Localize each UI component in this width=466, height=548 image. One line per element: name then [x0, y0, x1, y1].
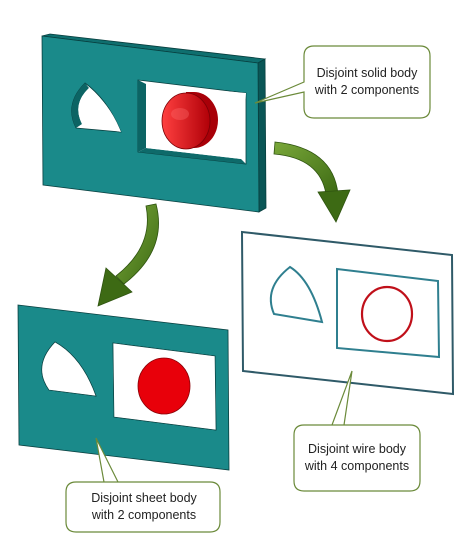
callout-solid-bubble: [254, 45, 431, 119]
solid-rect-hole-wall-left: [138, 80, 146, 152]
arrow-to-sheet-shaft: [115, 203, 159, 285]
solid-tri-hole-wall: [71, 83, 89, 128]
arrow-to-sheet-head: [97, 267, 133, 307]
sheet-tri-hole: [41, 341, 97, 397]
arrow-to-wire-shaft: [273, 141, 339, 195]
wire-circle-outline: [360, 285, 414, 343]
callout-wire-text: Disjoint wire body with 4 components: [304, 442, 410, 473]
sheet-body: [17, 304, 230, 471]
wire-body: [240, 230, 455, 396]
solid-rect-hole-wall-bottom: [138, 148, 246, 164]
solid-body: [41, 33, 267, 213]
arrow-to-sheet: [97, 203, 159, 307]
callout-solid-text: Disjoint solid body with 2 components: [314, 66, 420, 97]
callout-sheet-text: Disjoint sheet body with 2 components: [91, 491, 197, 522]
solid-red-cylinder: [161, 92, 218, 150]
callout-wire: [293, 370, 421, 492]
callout-wire-bubble: [293, 370, 421, 492]
wire-tri-outline: [269, 265, 324, 324]
sheet-red-disc: [137, 357, 191, 415]
arrow-to-wire: [273, 141, 351, 223]
callout-solid: [254, 45, 431, 119]
solid-tri-hole-interior: [78, 88, 121, 132]
arrow-to-wire-head: [317, 189, 351, 223]
wire-rect-outline: [336, 267, 441, 359]
callout-sheet-bubble: [65, 437, 221, 533]
callout-sheet: [65, 437, 221, 533]
